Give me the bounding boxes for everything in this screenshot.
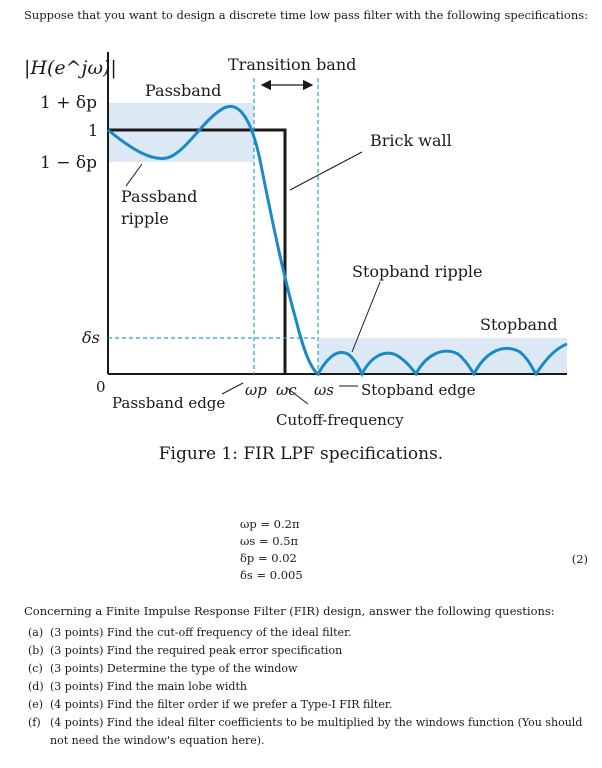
intro-text: Suppose that you want to design a discre… (24, 8, 588, 22)
question-letter: (f) (28, 716, 41, 729)
omega-c-label: ωc (276, 381, 297, 399)
question-item: (d) (3 points) Find the main lobe width (28, 678, 592, 696)
question-list: (a) (3 points) Find the cut-off frequenc… (28, 624, 592, 750)
passband-label: Passband (145, 81, 221, 100)
passband-ripple-label-line1: Passband (121, 187, 197, 206)
question-text: (3 points) Find the required peak error … (50, 644, 343, 657)
stopband-label: Stopband (480, 315, 558, 334)
equation-omega-s: ωs = 0.5π (240, 534, 299, 548)
stopband-ripple-label: Stopband ripple (352, 262, 483, 281)
question-text: (4 points) Find the filter order if we p… (50, 698, 393, 711)
question-letter: (a) (28, 626, 44, 639)
passband-edge-label: Passband edge (112, 394, 225, 412)
spec-equations: ωp = 0.2π ωs = 0.5π δp = 0.02 δs = 0.005 (240, 516, 380, 584)
tick-delta-s: δs (82, 328, 100, 347)
passband-edge-leader (221, 382, 244, 395)
question-letter: (d) (28, 680, 44, 693)
question-text: (3 points) Find the cut-off frequency of… (50, 626, 352, 639)
question-letter: (b) (28, 644, 44, 657)
stopband-ripple-leader (351, 281, 381, 353)
cutoff-leader (286, 387, 309, 405)
question-text: (3 points) Determine the type of the win… (50, 662, 298, 675)
question-item: (f) (4 points) Find the ideal filter coe… (28, 714, 592, 750)
question-item: (c) (3 points) Determine the type of the… (28, 660, 592, 678)
question-letter: (e) (28, 698, 44, 711)
omega-s-label: ωs (314, 381, 334, 399)
cutoff-frequency-label: Cutoff-frequency (276, 411, 404, 429)
equation-number: (2) (571, 552, 588, 566)
omega-p-label: ωp (245, 381, 267, 399)
tick-one-minus-delta-p: 1 − δp (40, 153, 97, 173)
figure-caption: Figure 1: FIR LPF specifications. (158, 444, 444, 464)
question-item: (a) (3 points) Find the cut-off frequenc… (28, 624, 592, 642)
concerning-text: Concerning a Finite Impulse Response Fil… (24, 604, 555, 618)
origin-label: 0 (96, 378, 106, 396)
equation-delta-s: δs = 0.005 (240, 568, 303, 582)
fir-lpf-spec-figure: |H(e^jω)| 1 + δp 1 1 − δp δs 0 Transitio… (24, 52, 568, 429)
brick-wall-label: Brick wall (370, 131, 452, 150)
question-text: (3 points) Find the main lobe width (50, 680, 247, 693)
brick-wall-line (108, 128, 287, 374)
y-axis-label: |H(e^jω)| (24, 57, 117, 79)
passband-ripple-leader (125, 163, 143, 187)
equation-omega-p: ωp = 0.2π (240, 517, 300, 531)
tick-one-plus-delta-p: 1 + δp (40, 93, 97, 113)
passband-ripple-label-line2: ripple (121, 209, 169, 228)
tick-one: 1 (88, 121, 98, 140)
question-text: (4 points) Find the ideal filter coeffic… (50, 716, 583, 747)
transition-band-label: Transition band (228, 55, 356, 74)
question-letter: (c) (28, 662, 43, 675)
question-item: (e) (4 points) Find the filter order if … (28, 696, 592, 714)
frequency-response-curve (107, 104, 568, 378)
brick-wall-leader (289, 151, 363, 191)
stopband-edge-label: Stopband edge (361, 381, 476, 399)
question-item: (b) (3 points) Find the required peak er… (28, 642, 592, 660)
passband-tolerance-band (108, 103, 254, 162)
equation-delta-p: δp = 0.02 (240, 551, 297, 565)
